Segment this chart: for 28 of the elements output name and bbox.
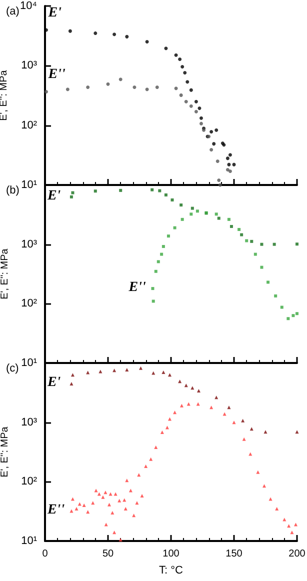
x-axis-title: T: °C [159, 564, 184, 576]
chart-title: (b) [6, 184, 20, 196]
chart-title: (c) [6, 362, 19, 374]
series-label: E'' [128, 280, 146, 296]
series-label: E' [47, 6, 62, 21]
y-axis-title: E', E'': MPa [0, 426, 11, 478]
x-tick-label: 100 [162, 548, 180, 560]
y-tick-label: 10¹ [21, 179, 38, 191]
x-tick-label: 200 [288, 548, 306, 560]
chart-title: (a) [6, 6, 20, 18]
series-label: E' [46, 188, 61, 204]
y-tick-label: 10¹ [21, 357, 38, 369]
y-tick-label: 10¹ [21, 535, 38, 547]
y-tick-label: 10³ [21, 238, 38, 250]
x-tick-label: 0 [42, 548, 48, 560]
series-label: E'' [46, 502, 65, 518]
y-tick-label: 10³ [21, 60, 38, 72]
x-tick-label: 50 [102, 548, 114, 560]
series-label: E'' [47, 67, 66, 82]
y-tick-label: 10² [21, 298, 38, 310]
series-label: E' [46, 375, 61, 390]
y-axis-title: E', E'': MPa [0, 248, 11, 300]
y-tick-label: 10² [21, 119, 38, 132]
y-axis-title: E', E'': MPa [0, 70, 10, 121]
y-tick-label: 10⁴ [20, 0, 38, 12]
x-tick-label: 150 [226, 548, 243, 560]
y-tick-label: 10³ [21, 416, 38, 428]
y-tick-label: 10² [21, 476, 38, 488]
